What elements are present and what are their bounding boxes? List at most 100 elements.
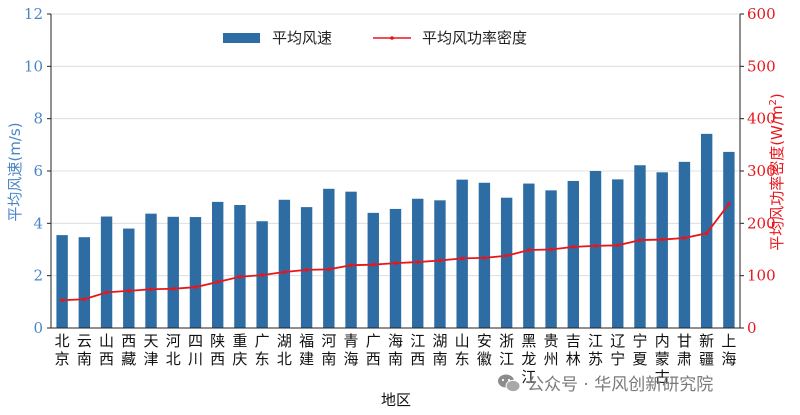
line-point [304, 268, 309, 272]
line-point [393, 261, 398, 265]
category-label: 江西 [410, 332, 425, 368]
line-series [60, 202, 731, 303]
watermark-text: 公众号 · 华风创新研究院 [527, 375, 713, 395]
category-label: 黑龙江 [521, 332, 536, 386]
y-axis-right-label-sup: 2 [768, 99, 779, 105]
category-label: 广东 [255, 332, 270, 368]
legend-swatch-marker [390, 36, 394, 40]
right-tick-label: 200 [747, 214, 776, 232]
line-point [215, 280, 220, 284]
line-point [482, 256, 487, 260]
bar [389, 208, 402, 328]
category-label: 辽宁 [610, 332, 625, 368]
line-point [327, 267, 331, 272]
line-point [82, 297, 87, 302]
line-point [171, 286, 176, 291]
category-label: 上海 [721, 332, 736, 368]
left-tick-labels: 0 2 4 6 8 10 12 [24, 5, 51, 337]
category-label: 新疆 [699, 332, 714, 368]
bar [211, 201, 224, 328]
line-point [126, 289, 131, 293]
bar [656, 172, 668, 328]
right-tick-label: 100 [747, 267, 776, 285]
left-tick-label: 2 [33, 267, 43, 285]
category-label: 四川 [188, 332, 203, 368]
bar [589, 171, 602, 328]
bar [456, 179, 468, 328]
category-label: 北京 [55, 332, 70, 368]
bar [367, 212, 379, 328]
legend-label-line: 平均风功率密度 [422, 29, 527, 47]
bar [634, 165, 646, 328]
category-label: 湖北 [277, 332, 292, 368]
line-point [415, 260, 420, 264]
category-label: 湖南 [432, 332, 447, 368]
bar [678, 161, 691, 328]
bar [567, 180, 580, 328]
bar [323, 188, 335, 328]
bar [612, 179, 624, 328]
y-axis-right-label-end: ) [768, 93, 786, 99]
bar [167, 216, 179, 328]
line-point [282, 270, 287, 274]
category-label: 江苏 [588, 332, 603, 368]
bar [700, 133, 713, 328]
bar [545, 190, 557, 328]
bar [56, 235, 68, 328]
gridlines [51, 13, 740, 277]
right-tick-label: 0 [747, 319, 757, 337]
x-axis-label: 地区 [381, 391, 411, 409]
category-label: 浙江 [499, 332, 514, 368]
right-tick-label: 600 [747, 5, 776, 23]
category-label: 重庆 [232, 332, 247, 368]
category-label: 安徽 [477, 332, 492, 368]
category-label: 山东 [455, 332, 470, 368]
category-label: 陕西 [210, 332, 225, 368]
line-point [682, 236, 687, 240]
category-label: 海南 [388, 332, 403, 368]
line-point [149, 287, 153, 292]
line-point [727, 202, 731, 206]
bar [100, 216, 113, 328]
category-label: 广西 [366, 332, 381, 368]
category-label: 内蒙古 [655, 332, 670, 386]
line-point [371, 262, 376, 267]
bar [723, 151, 735, 328]
right-tick-label: 400 [747, 110, 776, 128]
left-tick-label: 12 [24, 5, 43, 23]
category-label: 山西 [99, 332, 114, 368]
bar [478, 182, 491, 328]
right-tick-label: 300 [747, 162, 776, 180]
line-point [504, 253, 509, 258]
bar [434, 200, 446, 328]
category-label: 西藏 [121, 332, 136, 368]
line-point [660, 237, 665, 242]
line-point [238, 274, 242, 279]
bar [300, 207, 313, 328]
category-label: 甘肃 [677, 332, 692, 368]
bar [123, 228, 135, 328]
bar [345, 191, 357, 328]
line-point [104, 290, 109, 295]
bar [145, 213, 157, 328]
category-label: 云南 [77, 332, 92, 368]
category-label: 福建 [299, 332, 314, 368]
category-label: 青海 [344, 332, 359, 368]
wechat-icon [498, 374, 521, 393]
y-axis-right-label-main: 平均风功率密度(W/m [768, 105, 786, 250]
category-labels: 北京云南山西西藏天津河北四川陕西重庆广东湖北福建河南青海广西海南江西湖南山东安徽… [55, 332, 737, 386]
left-tick-label: 8 [33, 110, 43, 128]
bar [500, 197, 513, 328]
left-tick-label: 0 [33, 319, 43, 337]
line-point [527, 248, 531, 252]
line-point [260, 273, 264, 277]
bar [78, 237, 91, 328]
bar [189, 217, 202, 328]
line-point [704, 231, 709, 236]
left-tick-label: 6 [33, 162, 43, 180]
category-label: 河北 [166, 332, 181, 368]
line-point [549, 247, 553, 252]
y-axis-left-label: 平均风速(m/s) [6, 122, 24, 221]
line-point [349, 263, 353, 268]
